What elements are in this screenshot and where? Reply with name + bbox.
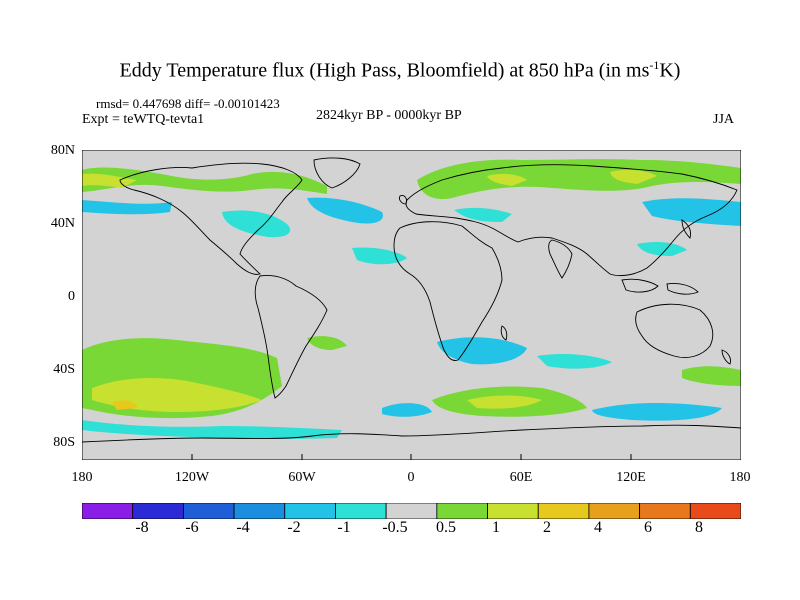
field-southern-ocean-negative-2 [592,403,722,421]
lon-label-0: 0 [407,470,415,485]
colorbar-label: -4 [236,519,250,536]
australia-outline [635,303,714,358]
colorbar-box [132,503,184,519]
eurasia-outline [405,164,738,277]
field-eurasia-yellow-1 [487,173,527,186]
lon-label-120e: 120E [616,470,646,485]
colorbar-box [436,503,488,519]
greenland-outline [313,157,361,189]
field-alaska-yellow [82,173,137,188]
lon-label-180w: 180 [71,470,93,485]
colorbar-label: -0.5 [382,519,408,536]
field-southern-ocean-yellow [467,395,542,409]
field-south-pacific-orange [112,400,137,410]
lat-label-0: 0 [68,289,75,304]
madagascar-outline [500,325,508,341]
south-america-outline [254,275,328,399]
field-europe-negative [454,207,512,222]
colorbar-label: -8 [135,519,149,536]
field-antarctic-coast-negative [82,420,342,439]
field-eurasia-yellow-2 [610,169,657,184]
field-south-pacific-east-positive [682,366,741,386]
colorbar-box [284,503,336,519]
map-ticks [191,454,632,460]
field-positive-eurasia [417,159,741,200]
antarctica-outline [82,424,741,443]
experiment-label: Expt = teWTQ-tevta1 [82,112,205,127]
rmsd-label: rmsd= 0.447698 diff= -0.00101423 [96,96,280,111]
colorbar-box [182,503,235,519]
field-npacific-negative [82,200,172,215]
colorbar-label: 8 [695,519,703,536]
lon-label-60e: 60E [509,470,533,485]
colorbar-box [82,503,134,519]
field-south-atlantic-positive [307,336,347,350]
colorbar-box [233,503,286,519]
lon-label-120w: 120W [174,470,210,485]
colorbar-label: 2 [543,519,551,536]
field-natlantic-neg-1 [222,210,291,238]
colorbar-label: -2 [287,519,301,536]
colorbar-box [487,503,539,519]
colorbar [82,503,741,519]
period-label: 2824kyr BP - 0000kyr BP [316,108,462,123]
north-america-outline [119,162,303,275]
lat-label-80n: 80N [50,143,75,158]
land-outlines [82,157,741,443]
field-south-indian-negative-2 [537,354,612,369]
africa-outline [393,221,503,361]
colorbar-label: -6 [185,519,199,536]
colorbar-box [588,503,641,519]
colorbar-box [689,503,741,519]
colorbar-box [537,503,590,519]
lat-label-40s: 40S [53,362,75,377]
field-natlantic-neg-2 [307,197,383,224]
colorbar-label: 1 [492,519,500,536]
colorbar-box [385,503,438,519]
lon-label-180e: 180 [729,470,751,485]
figure-title: Eddy Temperature flux (High Pass, Bloomf… [119,58,681,82]
colorbar-label: -1 [337,519,351,536]
field-southern-ocean-negative-1 [382,403,432,417]
colorbar-boxes [82,503,741,519]
new-zealand-outline [721,349,731,365]
field-positive-north-america [82,167,327,194]
field-npacific-east-negative [642,198,741,226]
season-label: JJA [713,112,735,127]
field-subtropical-pacific [637,242,687,256]
colorbar-label: 4 [594,519,602,536]
lon-label-60w: 60W [288,470,316,485]
anomaly-fields [82,159,741,439]
colorbar-box [335,503,387,519]
lat-label-80s: 80S [53,435,75,450]
indonesia-outline [621,278,659,293]
uk-outline [399,195,407,205]
colorbar-box [639,503,691,519]
japan-outline [681,219,691,239]
colorbar-label: 6 [644,519,652,536]
india-outline [548,239,573,279]
field-subtropical-atlantic [352,247,407,265]
map-panel [82,150,741,460]
new-guinea-outline [666,283,699,295]
colorbar-label: 0.5 [436,519,456,536]
lat-label-40n: 40N [50,216,75,231]
